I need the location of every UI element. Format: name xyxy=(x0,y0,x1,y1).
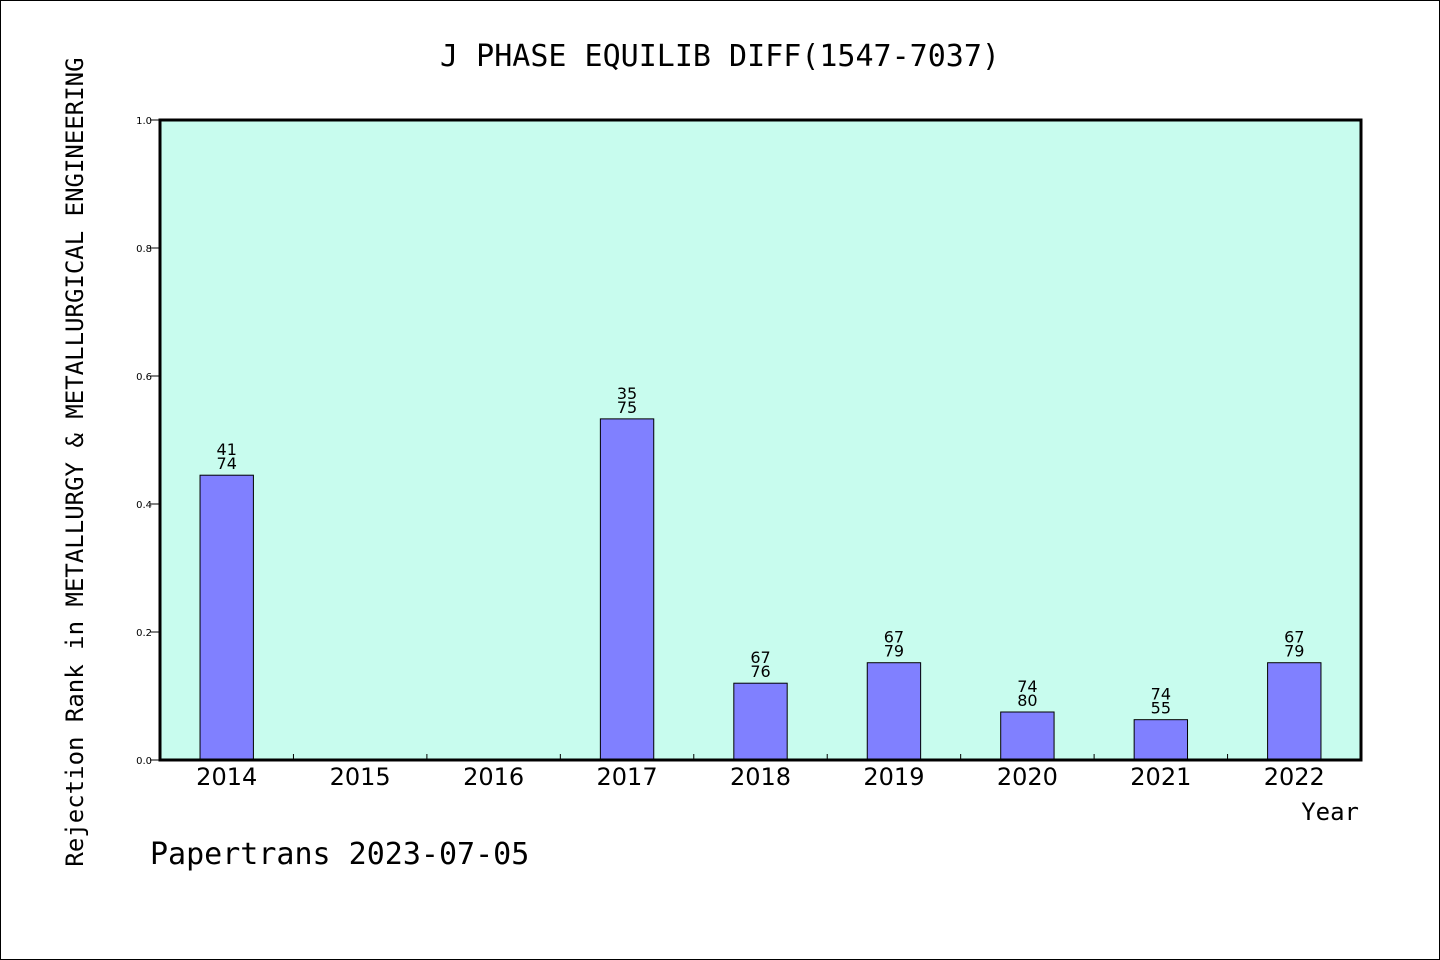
x-tick-label-2014: 2014 xyxy=(196,763,257,791)
y-tick-label-0.6: 0.6 xyxy=(136,372,152,383)
x-axis-label: Year xyxy=(1301,798,1359,826)
data-label-bottom-2020: 80 xyxy=(1017,691,1037,710)
data-label-top-2019: 67 xyxy=(884,628,904,647)
data-label-top-2018: 67 xyxy=(750,648,770,667)
bar-2018 xyxy=(733,682,788,761)
x-axis-ticks: 2014 2015 2016 2017 2018 2019 2020 2021 2022 xyxy=(196,754,1325,791)
chart-title: J PHASE EQUILIB DIFF(1547-7037) xyxy=(440,39,1000,74)
plot-area xyxy=(160,120,1361,760)
y-tick-label-0.0: 0.0 xyxy=(136,756,152,767)
data-label-bottom-2022: 79 xyxy=(1284,642,1304,661)
data-label-top-2022: 67 xyxy=(1284,628,1304,647)
data-label-bottom-2018: 76 xyxy=(750,662,770,681)
y-tick-label-1.0: 1.0 xyxy=(136,116,152,127)
x-tick-label-2022: 2022 xyxy=(1264,763,1325,791)
data-label-top-2020: 74 xyxy=(1017,677,1037,696)
bar-2017 xyxy=(599,418,655,761)
data-label-top-2014: 41 xyxy=(217,440,237,459)
x-tick-label-2019: 2019 xyxy=(863,763,924,791)
bar-2019 xyxy=(866,662,922,761)
data-label-top-2021: 74 xyxy=(1151,685,1171,704)
y-tick-label-0.4: 0.4 xyxy=(136,500,152,511)
footer-text: Papertrans 2023-07-05 xyxy=(150,837,529,872)
y-axis-label: Rejection Rank in METALLURGY & METALLURG… xyxy=(61,57,89,866)
y-tick-label-0.2: 0.2 xyxy=(136,628,152,639)
y-axis-ticks: 0.0 0.2 0.4 0.6 0.8 1.0 xyxy=(136,116,160,767)
y-tick-label-0.8: 0.8 xyxy=(136,244,152,255)
bar-2014 xyxy=(199,474,254,761)
data-label-bottom-2017: 75 xyxy=(617,398,637,417)
bar-2022 xyxy=(1267,662,1322,761)
data-label-bottom-2021: 55 xyxy=(1151,699,1171,718)
data-label-bottom-2014: 74 xyxy=(217,454,237,473)
data-label-bottom-2019: 79 xyxy=(884,642,904,661)
data-label-top-2017: 35 xyxy=(617,384,637,403)
bar-2021 xyxy=(1133,719,1189,761)
x-tick-label-2017: 2017 xyxy=(597,763,658,791)
x-tick-label-2015: 2015 xyxy=(330,763,391,791)
x-tick-label-2021: 2021 xyxy=(1130,763,1191,791)
bar-2020 xyxy=(1000,711,1055,761)
x-tick-label-2018: 2018 xyxy=(730,763,791,791)
plot-border xyxy=(158,118,1363,762)
bars-group xyxy=(199,418,1322,761)
x-tick-label-2016: 2016 xyxy=(463,763,524,791)
x-tick-label-2020: 2020 xyxy=(997,763,1058,791)
